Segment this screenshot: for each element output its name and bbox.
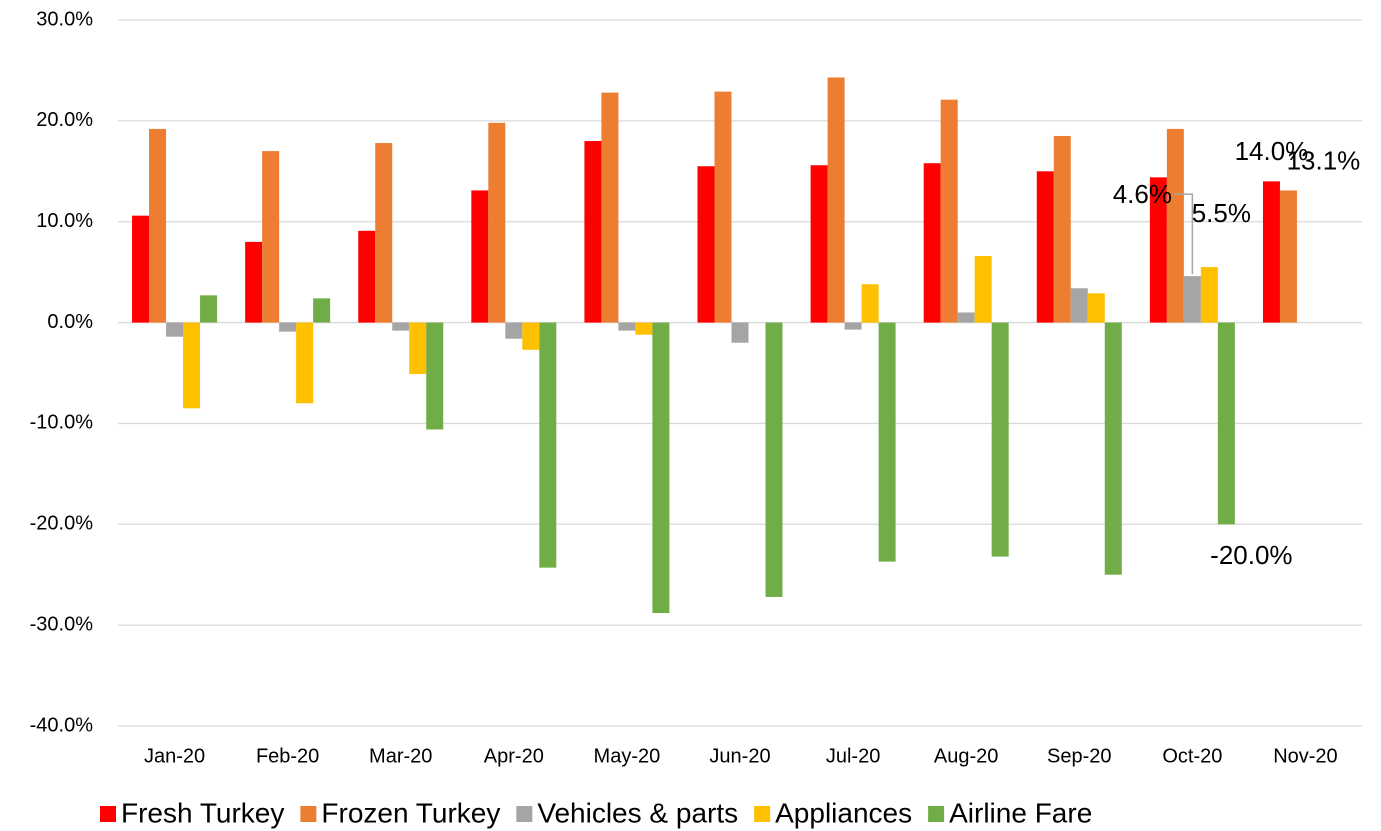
bar <box>200 295 218 323</box>
y-tick-label: 20.0% <box>36 109 93 131</box>
bar <box>1087 293 1105 323</box>
bar <box>810 165 828 323</box>
bar <box>149 128 167 323</box>
y-tick-label: -30.0% <box>30 613 94 635</box>
legend-swatch <box>100 806 116 822</box>
bar <box>1149 177 1167 323</box>
x-tick-label: Nov-20 <box>1273 745 1337 767</box>
y-tick-label: 10.0% <box>36 210 93 232</box>
bar <box>601 92 619 323</box>
legend-label: Fresh Turkey <box>121 797 284 828</box>
x-tick-label: Oct-20 <box>1162 745 1222 767</box>
bar <box>714 91 732 323</box>
bar <box>426 322 444 430</box>
bar <box>183 322 201 409</box>
bar <box>957 312 975 323</box>
bar <box>1183 276 1201 323</box>
bar <box>861 284 879 323</box>
bar <box>827 77 845 323</box>
bar <box>923 163 941 323</box>
bar <box>1036 171 1054 323</box>
bar <box>358 230 376 323</box>
bar <box>618 322 636 331</box>
bar <box>1053 135 1071 323</box>
bar <box>878 322 896 562</box>
bar <box>471 190 489 323</box>
bar <box>313 298 331 323</box>
data-label: 14.0% <box>1235 136 1309 166</box>
bar <box>132 215 150 323</box>
legend-swatch <box>928 806 945 822</box>
bar <box>245 241 263 323</box>
bar <box>488 122 506 323</box>
bar <box>1262 181 1280 323</box>
bar <box>1070 288 1088 323</box>
data-label: 5.5% <box>1192 198 1251 228</box>
legend-swatch <box>300 806 317 822</box>
bar <box>522 322 540 350</box>
bar <box>697 166 715 323</box>
bar <box>1166 128 1184 323</box>
y-tick-label: -40.0% <box>30 714 94 736</box>
x-tick-label: Apr-20 <box>484 745 544 767</box>
bar <box>635 322 653 335</box>
x-tick-label: Mar-20 <box>369 745 432 767</box>
bar <box>392 322 410 331</box>
y-tick-label: 30.0% <box>36 8 93 30</box>
data-label: 13.1% <box>1287 145 1361 175</box>
bar <box>539 322 557 568</box>
leader-line <box>1174 193 1194 275</box>
legend-label: Appliances <box>775 797 912 828</box>
bar <box>731 322 749 343</box>
y-tick-label: 0.0% <box>47 311 93 333</box>
bar <box>296 322 314 404</box>
bar <box>1200 267 1218 323</box>
bar <box>765 322 783 597</box>
legend-label: Airline Fare <box>949 797 1092 828</box>
bar <box>844 322 862 330</box>
bar <box>991 322 1009 557</box>
x-tick-label: Aug-20 <box>934 745 999 767</box>
y-tick-label: -10.0% <box>30 412 94 434</box>
legend-swatch <box>754 806 771 822</box>
bar <box>1104 322 1122 575</box>
bar <box>166 322 184 337</box>
bar <box>940 99 958 323</box>
bar <box>974 256 992 323</box>
bar <box>1279 190 1297 323</box>
data-label: -20.0% <box>1210 540 1292 570</box>
x-tick-label: Jul-20 <box>826 745 880 767</box>
bar <box>375 143 393 323</box>
legend-label: Frozen Turkey <box>321 797 500 828</box>
bar <box>262 151 280 323</box>
x-tick-label: Sep-20 <box>1047 745 1112 767</box>
bar <box>584 141 602 323</box>
x-tick-label: May-20 <box>594 745 661 767</box>
bar <box>1217 322 1235 525</box>
bar <box>409 322 427 375</box>
bar <box>279 322 297 332</box>
y-tick-label: -20.0% <box>30 513 94 535</box>
x-tick-label: Feb-20 <box>256 745 319 767</box>
x-tick-label: Jan-20 <box>144 745 205 767</box>
legend-swatch <box>516 806 533 822</box>
bar <box>505 322 523 339</box>
x-tick-label: Jun-20 <box>709 745 770 767</box>
bar <box>652 322 670 614</box>
data-label: 4.6% <box>1113 179 1172 209</box>
legend-label: Vehicles & parts <box>537 797 738 828</box>
